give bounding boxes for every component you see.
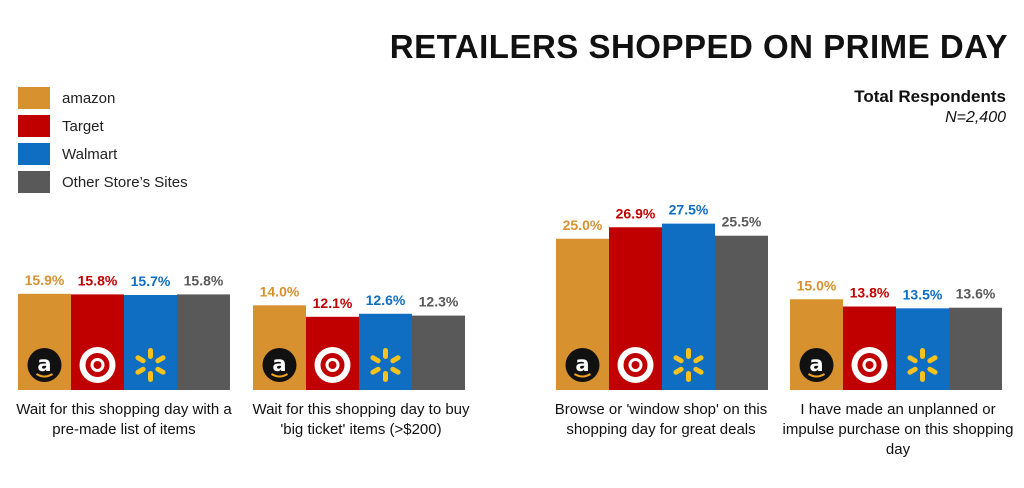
category-label-premade-list: Wait for this shopping day with a pre-ma… (16, 401, 232, 438)
amazon-logo-3: a (799, 348, 834, 382)
data-label-0-2: 15.7% (131, 273, 171, 289)
svg-text:a: a (37, 352, 51, 376)
amazon-logo-0: a (27, 348, 62, 382)
respondents-box: Total Respondents N=2,400 (854, 87, 1006, 127)
legend-label-target: Target (62, 117, 104, 135)
data-label-0-3: 15.8% (184, 272, 224, 288)
legend-label-amazon: amazon (62, 89, 116, 107)
walmart-logo-1 (370, 348, 401, 382)
legend-item-other: Other Store’s Sites (18, 168, 188, 196)
bar-2-3 (715, 235, 768, 390)
bar-0-3 (177, 294, 230, 390)
data-label-2-2: 27.5% (669, 202, 709, 218)
svg-text:a: a (272, 352, 286, 376)
legend-label-other: Other Store’s Sites (62, 173, 188, 191)
bar-3-3 (949, 307, 1002, 390)
legend: amazon Target Walmart Other Store’s Site… (18, 84, 188, 196)
legend-item-amazon: amazon (18, 84, 188, 112)
data-label-2-3: 25.5% (722, 214, 762, 230)
legend-swatch-target (18, 115, 50, 137)
data-label-3-3: 13.6% (956, 286, 996, 302)
chart-title: RETAILERS SHOPPED ON PRIME DAY (389, 28, 1008, 65)
legend-item-walmart: Walmart (18, 140, 188, 168)
walmart-logo-2 (673, 348, 704, 382)
category-label-impulse: I have made an unplanned or impulse purc… (782, 401, 1014, 458)
data-label-0-0: 15.9% (25, 272, 65, 288)
target-logo-3 (851, 347, 888, 383)
data-label-2-1: 26.9% (616, 205, 656, 221)
bar-1-3 (412, 315, 465, 390)
legend-label-walmart: Walmart (62, 145, 118, 163)
data-label-0-1: 15.8% (78, 272, 118, 288)
data-label-1-0: 14.0% (260, 283, 300, 299)
legend-swatch-other (18, 171, 50, 193)
category-label-window-shop: Browse or 'window shop' on this shopping… (554, 401, 768, 438)
respondents-count: N=2,400 (945, 109, 1006, 126)
category-label-big-ticket: Wait for this shopping day to buy 'big t… (252, 401, 470, 438)
bar-2-2 (662, 223, 715, 390)
data-label-1-1: 12.1% (313, 295, 353, 311)
target-logo-1 (314, 347, 351, 383)
data-label-1-2: 12.6% (366, 292, 406, 308)
target-logo-2 (617, 347, 654, 383)
legend-swatch-amazon (18, 87, 50, 109)
walmart-logo-3 (907, 348, 938, 382)
legend-swatch-walmart (18, 143, 50, 165)
walmart-logo-0 (135, 348, 166, 382)
amazon-logo-1: a (262, 348, 297, 382)
data-label-2-0: 25.0% (563, 217, 603, 233)
respondents-label: Total Respondents (854, 87, 1006, 106)
target-logo-0 (79, 347, 116, 383)
svg-text:a: a (575, 352, 589, 376)
data-label-3-1: 13.8% (850, 285, 890, 301)
data-label-1-3: 12.3% (419, 294, 459, 310)
data-label-3-0: 15.0% (797, 277, 837, 293)
legend-item-target: Target (18, 112, 188, 140)
data-label-3-2: 13.5% (903, 286, 943, 302)
amazon-logo-2: a (565, 348, 600, 382)
svg-text:a: a (809, 352, 823, 376)
